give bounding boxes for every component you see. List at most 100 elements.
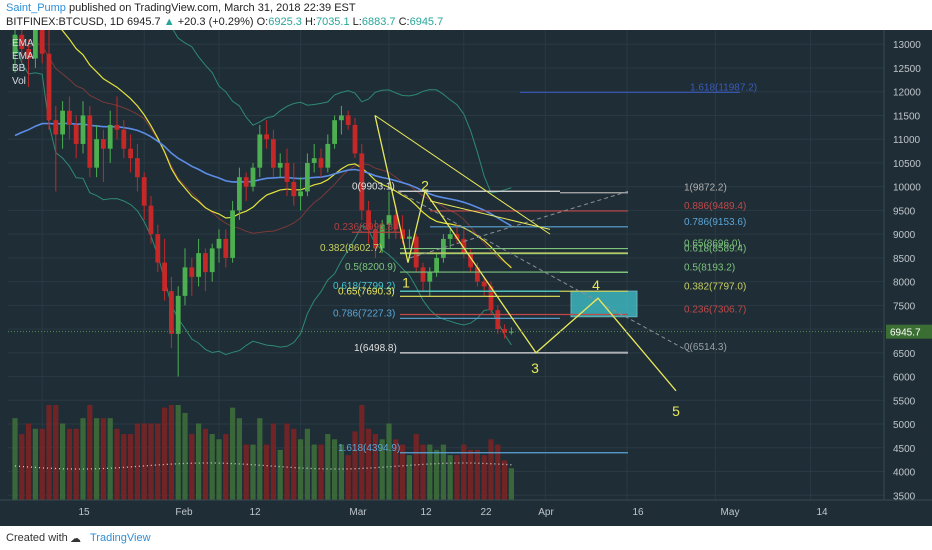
volume-bar <box>202 428 208 500</box>
wave-label-3: 3 <box>531 360 539 376</box>
candle-body <box>325 143 331 168</box>
candle-body <box>373 229 378 249</box>
volume-bar <box>474 449 480 500</box>
candle-body <box>223 238 229 258</box>
volume-bar <box>26 423 32 500</box>
volume-bar <box>80 418 86 500</box>
volume-bar <box>338 444 344 500</box>
fib-label: 1(9872.2) <box>684 183 727 194</box>
open-value: 6925.3 <box>268 16 302 28</box>
chart-area[interactable]: 1.618(11987.2) 0(9903.1) 1(9872.2) 0.886(94… <box>0 0 932 526</box>
candle-body <box>209 248 215 273</box>
candle-body <box>60 110 65 135</box>
fib-label: 0.618(7799.2) <box>333 281 395 292</box>
time-tick-label: Feb <box>175 507 193 518</box>
candle-body <box>454 234 460 239</box>
trend-line <box>429 200 551 230</box>
bb-lower-line <box>14 41 512 356</box>
candle-body <box>155 234 161 263</box>
legend-bb[interactable]: BB <box>12 63 26 74</box>
volume-bar <box>107 418 113 500</box>
candle-body <box>461 238 467 254</box>
candle-body <box>400 229 405 239</box>
low-value: 6883.7 <box>361 16 396 28</box>
fib-label: 0.65(7690.3) <box>338 286 395 297</box>
candle-body <box>366 210 371 230</box>
candle-body <box>19 34 25 49</box>
volume-bar <box>359 405 365 500</box>
ema-fast-line <box>40 0 512 269</box>
volume-bar <box>128 434 134 500</box>
candle-body <box>101 139 106 149</box>
author-link[interactable]: Saint_Pump <box>6 2 66 14</box>
fib-label: 0.5(8193.2) <box>684 262 735 273</box>
candle-body <box>481 281 487 287</box>
candle-body <box>393 215 399 230</box>
fib-label: 0.65(8696.0) <box>684 239 741 250</box>
volume-bar <box>66 428 72 500</box>
volume-bar <box>134 423 140 500</box>
volume-bar <box>298 439 304 500</box>
candle-body <box>509 331 514 333</box>
fib-label: 0.382(7797.0) <box>684 281 746 292</box>
legend-ema-slow[interactable]: EMA <box>12 50 34 62</box>
volume-bar <box>386 423 392 500</box>
candle-body <box>12 34 18 54</box>
last-price: 6945.7 <box>127 16 161 28</box>
price-tick-label: 12000 <box>893 88 921 99</box>
candle-body <box>468 253 473 268</box>
candle-body <box>264 134 269 140</box>
tradingview-brand[interactable]: TradingView <box>90 532 151 544</box>
price-tick-label: 8000 <box>893 278 916 289</box>
candle-body <box>73 124 79 144</box>
volume-bar <box>495 444 501 500</box>
candle-body <box>359 153 365 211</box>
time-tick-label: 15 <box>78 507 90 518</box>
legend-ema-fast[interactable]: EMA <box>12 38 34 49</box>
candle-body <box>311 158 317 163</box>
candle-body <box>243 177 249 187</box>
high-value: 7035.1 <box>315 16 350 28</box>
volume-bar <box>468 449 474 500</box>
candle-body <box>250 167 256 187</box>
candle-body <box>121 129 127 149</box>
candle-body <box>305 162 310 192</box>
candle-body <box>237 177 242 211</box>
volume-bar <box>352 431 358 500</box>
bb-basis-line <box>14 34 512 267</box>
price-tick-label: 9000 <box>893 230 916 241</box>
volume-bar <box>284 423 290 500</box>
price-tick-label: 11500 <box>893 111 921 122</box>
time-tick-label: Apr <box>538 507 554 518</box>
legend-vol[interactable]: Vol <box>12 75 26 87</box>
chart-svg[interactable]: 1.618(11987.2) 0(9903.1) 1(9872.2) 0.886(94… <box>0 0 932 526</box>
volume-bar <box>114 428 120 500</box>
volume-bar <box>488 439 494 500</box>
close-label: C: <box>398 16 410 28</box>
close-value: 6945.7 <box>409 16 444 28</box>
candle-body <box>39 30 45 54</box>
candle-body <box>257 134 263 168</box>
wave-label-4: 4 <box>592 277 600 293</box>
fib-label: 1.618(4394.9) <box>338 443 400 454</box>
candle-body <box>114 124 120 130</box>
fib-label: 0.236(7306.7) <box>684 305 746 316</box>
time-tick-label: 22 <box>480 507 492 518</box>
volume-bar <box>46 405 52 500</box>
volume-bar <box>230 407 236 500</box>
price-tick-label: 7500 <box>893 301 916 312</box>
volume-bar <box>366 428 372 500</box>
candle-body <box>332 120 337 144</box>
volume-bar <box>502 460 508 500</box>
volume-bar <box>454 455 460 500</box>
volume-bar <box>447 455 453 500</box>
candle-body <box>420 267 426 282</box>
publish-info: published on TradingView.com, March 31, … <box>69 2 356 14</box>
price-tick-label: 13000 <box>893 40 921 51</box>
time-tick-label: Mar <box>349 507 367 518</box>
candle-body <box>413 236 419 268</box>
volume-bar <box>481 455 487 500</box>
fib-label: 0(6514.3) <box>684 342 727 353</box>
volume-bar <box>223 434 229 500</box>
volume-bar <box>427 444 433 500</box>
